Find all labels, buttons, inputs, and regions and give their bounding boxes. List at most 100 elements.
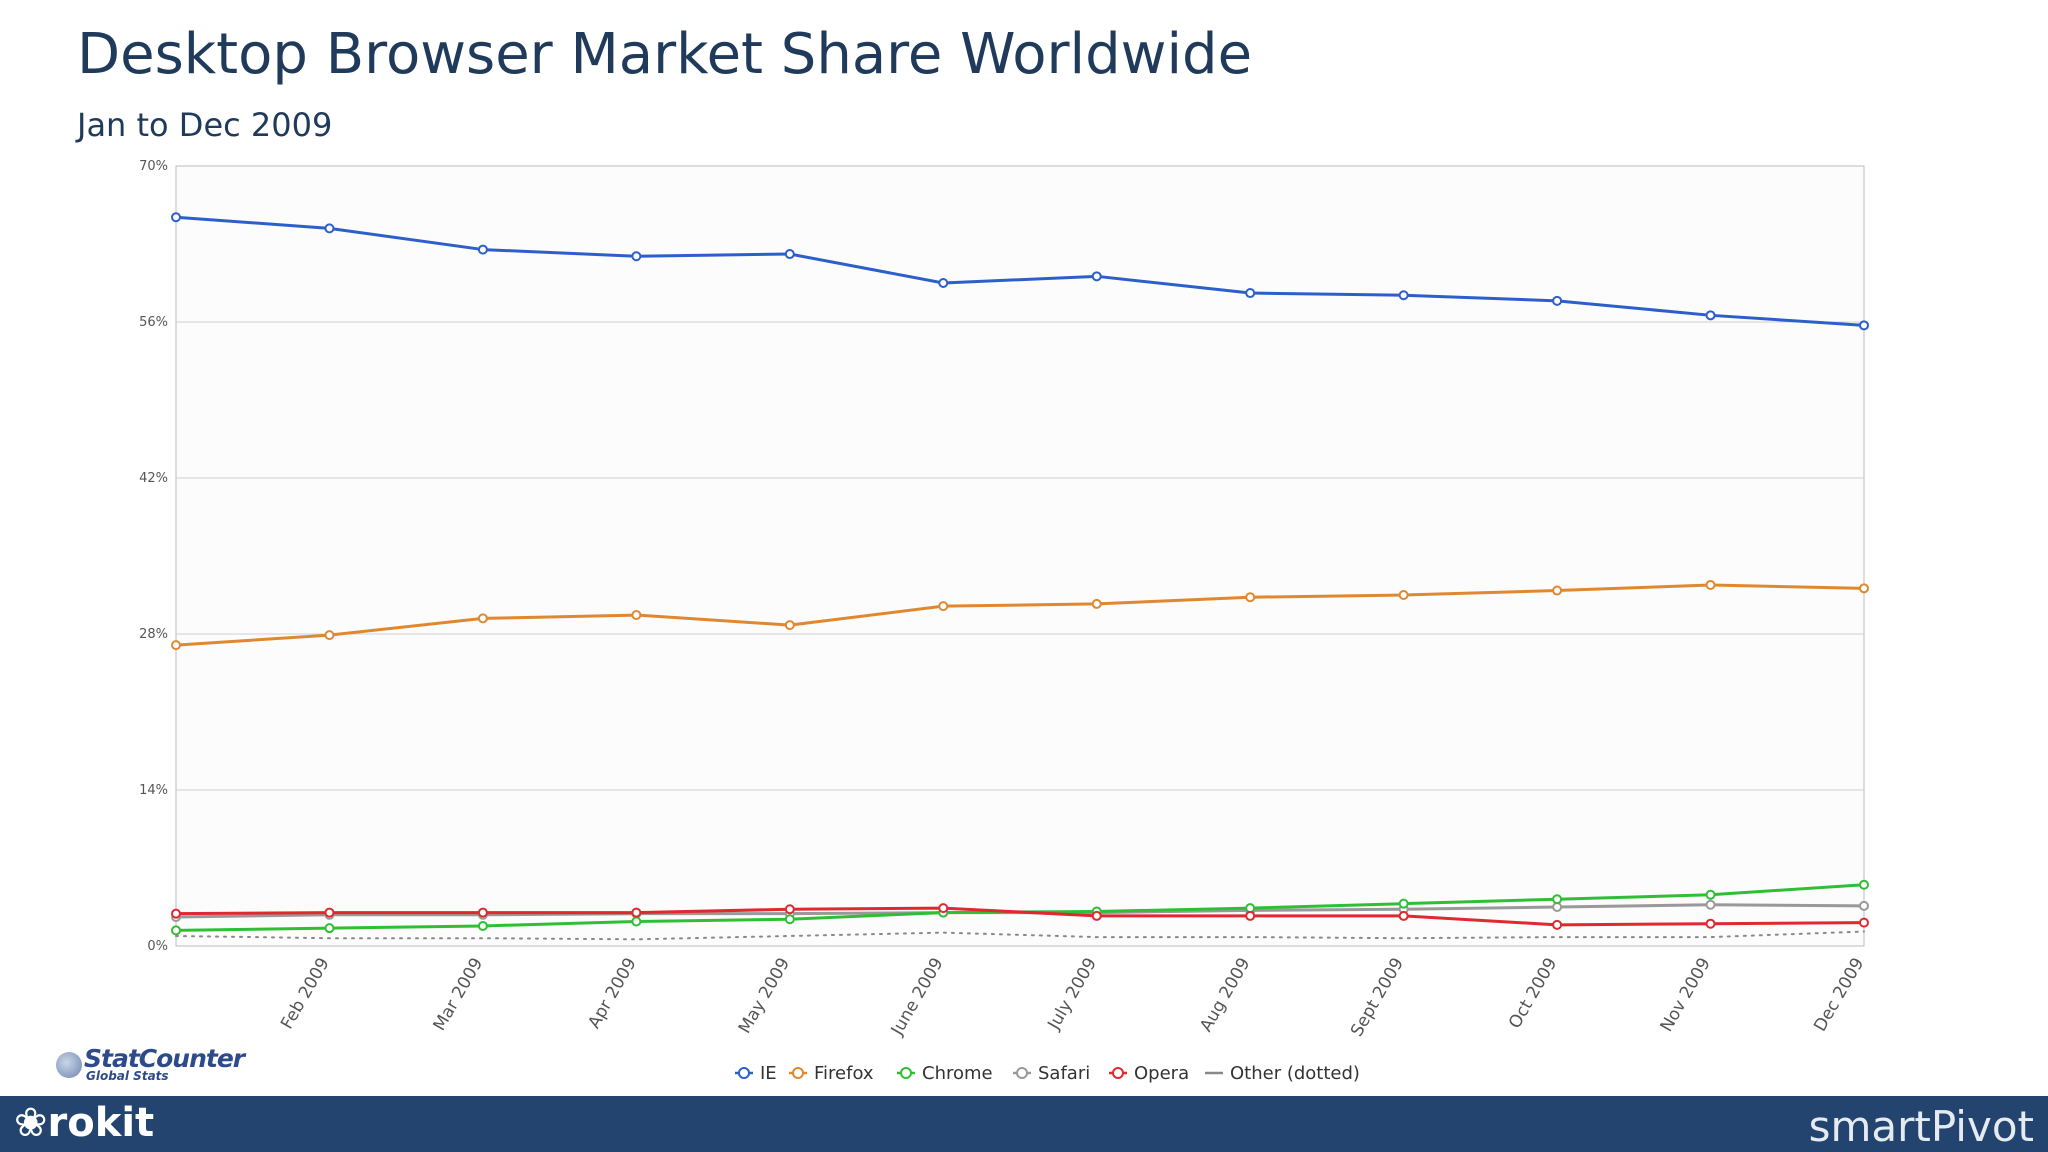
data-point-chrome[interactable] (1245, 903, 1256, 914)
data-point-ie[interactable] (1398, 290, 1409, 301)
data-point-opera[interactable] (1245, 910, 1256, 921)
data-point-opera[interactable] (171, 908, 181, 919)
data-point-ie[interactable] (938, 278, 949, 288)
data-point-ie[interactable] (1552, 295, 1563, 306)
data-point-chrome[interactable] (1859, 879, 1869, 890)
y-tick-label: 70% (139, 159, 168, 174)
data-point-firefox[interactable] (477, 613, 488, 624)
y-tick-label: 14% (139, 783, 168, 798)
statcounter-logo: StatCounter Global Stats (56, 1044, 246, 1084)
data-point-chrome[interactable] (631, 916, 642, 927)
data-point-chrome[interactable] (477, 920, 488, 931)
data-point-opera[interactable] (324, 907, 335, 918)
data-point-ie[interactable] (1091, 271, 1102, 282)
y-tick-label: 0% (147, 939, 168, 954)
x-tick-label: Oct 2009 (1505, 955, 1561, 1033)
x-tick-label: Dec 2009 (1810, 955, 1868, 1036)
data-point-chrome[interactable] (1398, 898, 1409, 909)
data-point-opera[interactable] (1859, 917, 1869, 928)
data-point-firefox[interactable] (324, 630, 335, 641)
legend-item-chrome[interactable]: Chrome (897, 1063, 993, 1084)
x-tick-label: Aug 2009 (1196, 955, 1254, 1036)
data-point-chrome[interactable] (324, 923, 335, 934)
legend-marker (1112, 1067, 1124, 1079)
legend-marker (1016, 1067, 1028, 1079)
grid-lines (176, 321, 1864, 791)
data-point-opera[interactable] (938, 903, 949, 914)
series-ie (171, 212, 1869, 331)
y-tick-label: 42% (139, 471, 168, 486)
series-opera (171, 903, 1869, 930)
data-point-firefox[interactable] (631, 610, 642, 621)
legend-item-ie[interactable]: IE (735, 1063, 777, 1084)
x-axis-tick-labels: Feb 2009 Mar 2009 Apr 2009 May 2009 June 200… (277, 955, 1868, 1041)
series-line-ie (175, 215, 1865, 327)
x-tick-label: Apr 2009 (584, 955, 640, 1033)
data-point-ie[interactable] (784, 249, 795, 260)
series-line-opera (175, 906, 1865, 927)
data-point-firefox[interactable] (1091, 598, 1102, 609)
legend-item-opera[interactable]: Opera (1109, 1063, 1189, 1084)
data-point-safari[interactable] (1859, 900, 1869, 911)
data-point-opera[interactable] (631, 907, 642, 918)
x-tick-label: June 2009 (887, 955, 948, 1040)
x-tick-label: Nov 2009 (1657, 955, 1715, 1036)
data-point-ie[interactable] (1245, 288, 1256, 299)
y-tick-label: 56% (139, 315, 168, 330)
data-point-opera[interactable] (784, 904, 795, 915)
data-point-firefox[interactable] (1245, 592, 1256, 603)
data-point-chrome[interactable] (171, 925, 181, 936)
y-tick-label: 28% (139, 627, 168, 642)
slide-title: Desktop Browser Market Share Worldwide (77, 22, 1253, 87)
data-point-firefox[interactable] (1398, 590, 1409, 600)
x-tick-label: Feb 2009 (277, 955, 334, 1033)
data-point-ie[interactable] (631, 251, 642, 262)
legend-label: Opera (1134, 1063, 1189, 1084)
footer-brand-right: smartPivot (1808, 1102, 2034, 1151)
x-tick-label: Sept 2009 (1347, 955, 1408, 1041)
data-point-firefox[interactable] (938, 601, 949, 612)
x-tick-label: Mar 2009 (430, 955, 488, 1035)
data-point-firefox[interactable] (784, 620, 795, 631)
globe-icon (56, 1052, 82, 1078)
data-point-chrome[interactable] (784, 914, 795, 925)
data-point-opera[interactable] (1398, 910, 1409, 921)
data-point-firefox[interactable] (1552, 585, 1563, 596)
legend-item-firefox[interactable]: Firefox (789, 1063, 874, 1084)
x-tick-label: May 2009 (735, 955, 794, 1038)
plot-area (175, 165, 1865, 947)
legend-item-other-dotted[interactable]: Other (dotted) (1205, 1063, 1360, 1084)
legend-marker (792, 1067, 804, 1079)
data-point-safari[interactable] (1705, 899, 1716, 910)
legend-label: Safari (1038, 1063, 1090, 1084)
series-line-other-dotted (175, 930, 1865, 941)
legend-label: Firefox (814, 1063, 874, 1084)
legend-marker (900, 1067, 912, 1079)
data-point-opera[interactable] (1705, 918, 1716, 929)
data-point-firefox[interactable] (1859, 583, 1869, 594)
data-point-ie[interactable] (171, 212, 181, 223)
rokit-swirl-icon: ❀ (14, 1100, 48, 1146)
slide-subtitle: Jan to Dec 2009 (77, 106, 333, 144)
legend-marker (738, 1067, 750, 1079)
data-point-opera[interactable] (477, 907, 488, 918)
data-point-ie[interactable] (477, 244, 488, 255)
data-point-chrome[interactable] (1552, 894, 1563, 905)
data-point-firefox[interactable] (171, 640, 181, 651)
legend-label: IE (760, 1063, 777, 1084)
footer-bar: ❀rokit smartPivot (0, 1096, 2048, 1152)
legend-label: Other (dotted) (1230, 1063, 1360, 1084)
legend-item-safari[interactable]: Safari (1013, 1063, 1090, 1084)
rokit-wordmark: rokit (47, 1100, 155, 1146)
data-point-ie[interactable] (1859, 320, 1869, 331)
x-tick-label: July 2009 (1044, 955, 1101, 1034)
data-point-opera[interactable] (1552, 919, 1563, 930)
data-point-opera[interactable] (1091, 910, 1102, 921)
series-lines (171, 212, 1869, 941)
line-chart: 0% 14% 28% 42% 56% 70% Feb 2009 Mar 2009 Apr 20… (139, 159, 1869, 1084)
data-point-firefox[interactable] (1705, 579, 1716, 590)
data-point-ie[interactable] (324, 223, 335, 234)
data-point-ie[interactable] (1705, 310, 1716, 321)
series-firefox (171, 579, 1869, 651)
data-point-chrome[interactable] (1705, 889, 1716, 900)
